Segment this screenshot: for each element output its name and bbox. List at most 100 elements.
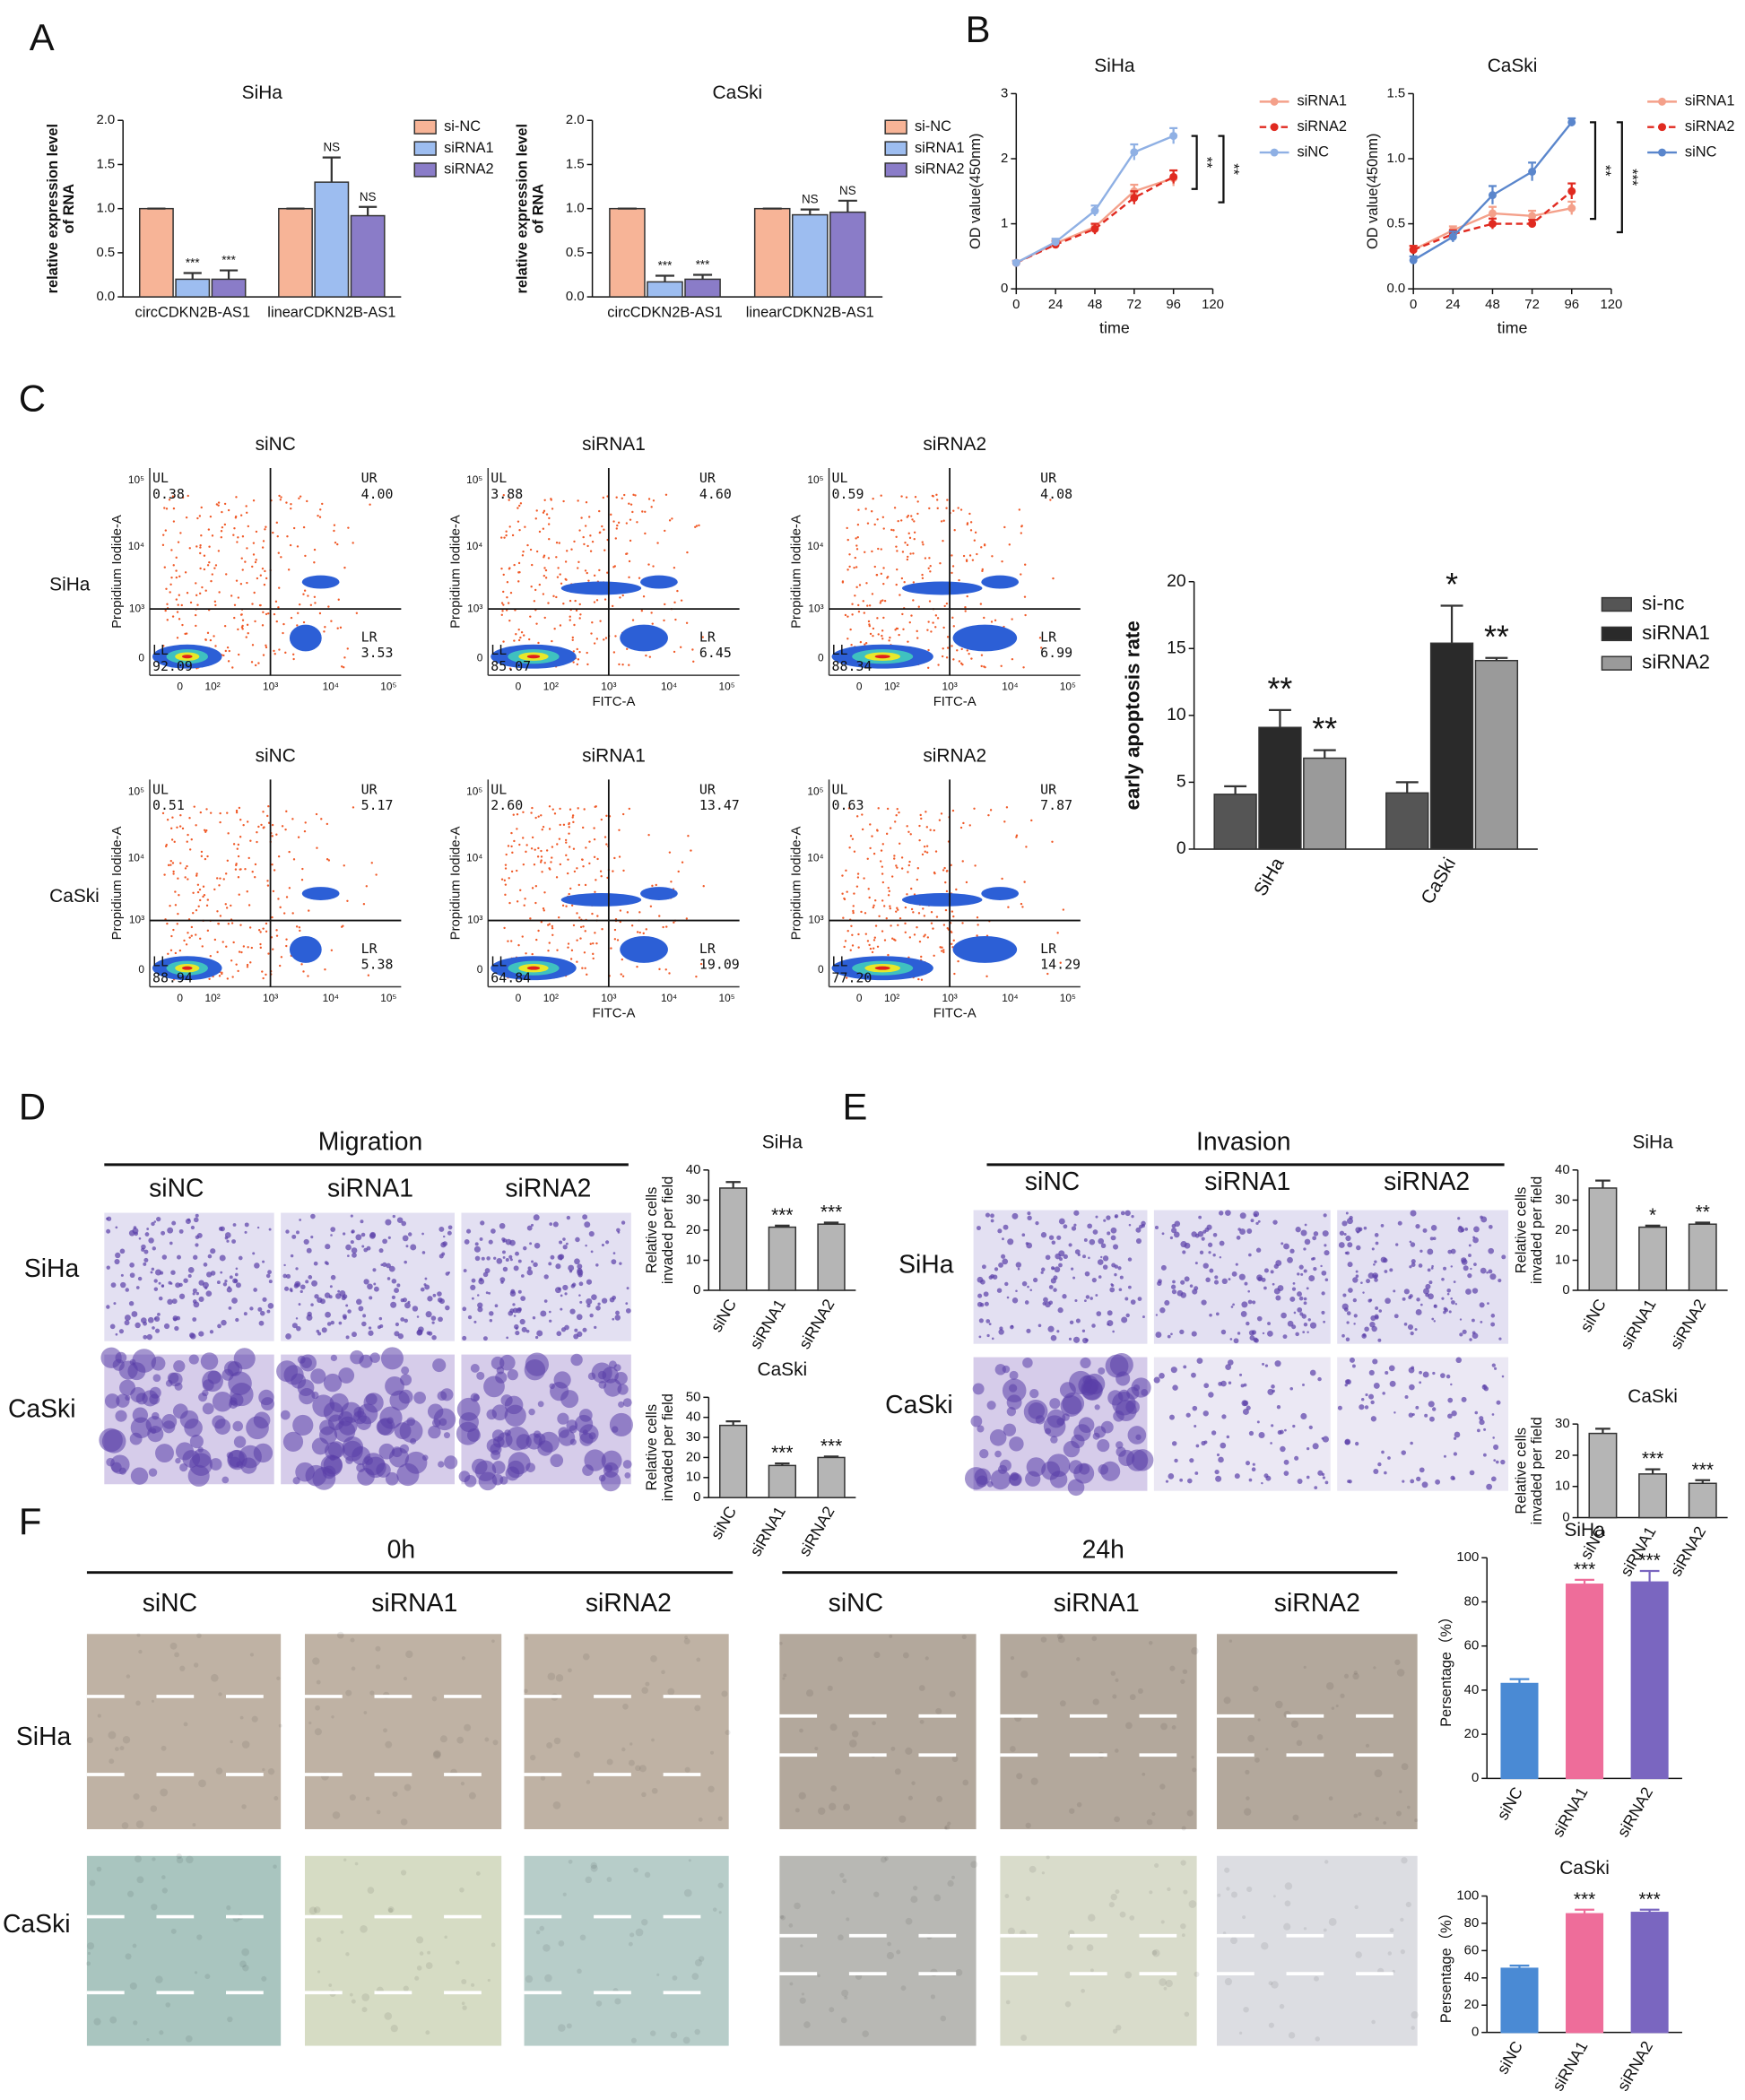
scatter-event: [601, 525, 603, 528]
scatter-event: [242, 823, 245, 827]
scatter-event: [166, 603, 169, 605]
cell: [373, 1286, 379, 1292]
scatter-event: [640, 609, 644, 612]
texture: [136, 1876, 144, 1884]
cell: [1360, 1281, 1363, 1285]
cell: [151, 1356, 166, 1371]
significance: **: [1268, 671, 1293, 707]
scatter-event: [881, 599, 884, 602]
scatter-event: [652, 565, 655, 568]
scatter-event: [876, 617, 879, 620]
scatter-event: [916, 512, 919, 516]
texture: [1401, 1857, 1408, 1864]
y-tick-label: 0: [693, 1490, 700, 1505]
y-axis-label: Relative cells: [644, 1187, 660, 1274]
scatter-event: [879, 602, 881, 604]
texture: [313, 1906, 321, 1913]
texture: [635, 1928, 644, 1937]
scatter-event: [195, 908, 198, 912]
x-tick-label: siNC: [1576, 1296, 1610, 1335]
cell: [262, 1260, 265, 1263]
cell: [618, 1401, 625, 1408]
scatter-event: [572, 847, 576, 850]
scatter-event: [934, 626, 937, 629]
cell: [1432, 1371, 1436, 1375]
row-label: CaSki: [885, 1391, 953, 1419]
scatter-event: [220, 536, 222, 539]
scatter-event: [219, 820, 221, 824]
cell: [235, 1317, 239, 1323]
cell: [590, 1250, 594, 1254]
scatter-event: [237, 843, 240, 846]
scatter-event: [265, 646, 268, 649]
cell: [356, 1298, 362, 1306]
cell: [1155, 1314, 1159, 1316]
scatter-event: [601, 928, 603, 931]
cell: [391, 1279, 397, 1284]
x-tick-label: 10⁴: [323, 992, 339, 1004]
cell: [1302, 1384, 1305, 1386]
scatter-event: [620, 973, 622, 976]
scatter-event: [165, 508, 169, 510]
cell: [978, 1318, 984, 1323]
scatter-event: [645, 654, 647, 657]
x-tick-label: siRNA2: [1667, 1523, 1710, 1580]
cell: [1075, 1318, 1081, 1323]
legend-label: siRNA2: [1297, 118, 1347, 135]
texture: [843, 1803, 851, 1811]
texture: [951, 1875, 955, 1879]
texture: [1151, 1811, 1156, 1817]
scatter-event: [165, 587, 168, 590]
column-label: siRNA1: [1054, 1589, 1140, 1618]
y-tick-label: 0.0: [566, 290, 585, 304]
cell: [1261, 1277, 1266, 1282]
cell: [1215, 1312, 1220, 1316]
scatter-event: [280, 496, 282, 499]
scatter-event: [275, 620, 278, 623]
cell: [135, 1322, 141, 1329]
scatter-event: [650, 612, 653, 614]
texture: [553, 1737, 561, 1745]
cell: [1435, 1479, 1441, 1485]
scatter-event: [698, 524, 700, 527]
y-tick-label: 10³: [129, 914, 144, 926]
scatter-event: [246, 963, 249, 967]
scatter-event: [223, 523, 227, 526]
cell: [1419, 1467, 1425, 1473]
scatter-event: [178, 594, 181, 596]
cell: [268, 1228, 272, 1231]
scatter-event: [553, 628, 556, 630]
scatter-event: [851, 603, 854, 605]
column-label: siRNA2: [1274, 1589, 1360, 1618]
scatter-event: [516, 813, 519, 816]
texture: [126, 1674, 131, 1679]
y-tick-label: 10⁴: [466, 851, 482, 863]
cell: [104, 1393, 120, 1409]
texture: [645, 1681, 650, 1687]
scatter-event: [262, 654, 265, 656]
cell: [327, 1414, 344, 1431]
texture: [1010, 1746, 1016, 1752]
quadrant-name: UR: [1040, 470, 1056, 486]
scatter-event: [942, 626, 945, 629]
texture: [902, 1652, 909, 1659]
scatter-event: [170, 934, 173, 938]
cell: [560, 1327, 567, 1332]
x-tick-label: siRNA1: [1617, 1296, 1660, 1352]
cell: [285, 1273, 291, 1279]
bar: [1588, 1432, 1618, 1519]
cell: [1179, 1329, 1185, 1335]
scatter-event: [929, 829, 932, 831]
texture: [1224, 1867, 1230, 1873]
scatter-event: [265, 644, 267, 646]
scatter-event: [522, 550, 525, 553]
cell: [131, 1311, 138, 1317]
micrograph: [779, 1855, 977, 2046]
scatter-event: [976, 916, 979, 919]
significance: ***: [1638, 1550, 1660, 1571]
scatter-event: [190, 934, 193, 937]
x-tick-label: 10³: [263, 681, 278, 693]
cell: [1358, 1227, 1363, 1232]
scatter-event: [542, 527, 545, 530]
texture: [590, 1864, 598, 1872]
